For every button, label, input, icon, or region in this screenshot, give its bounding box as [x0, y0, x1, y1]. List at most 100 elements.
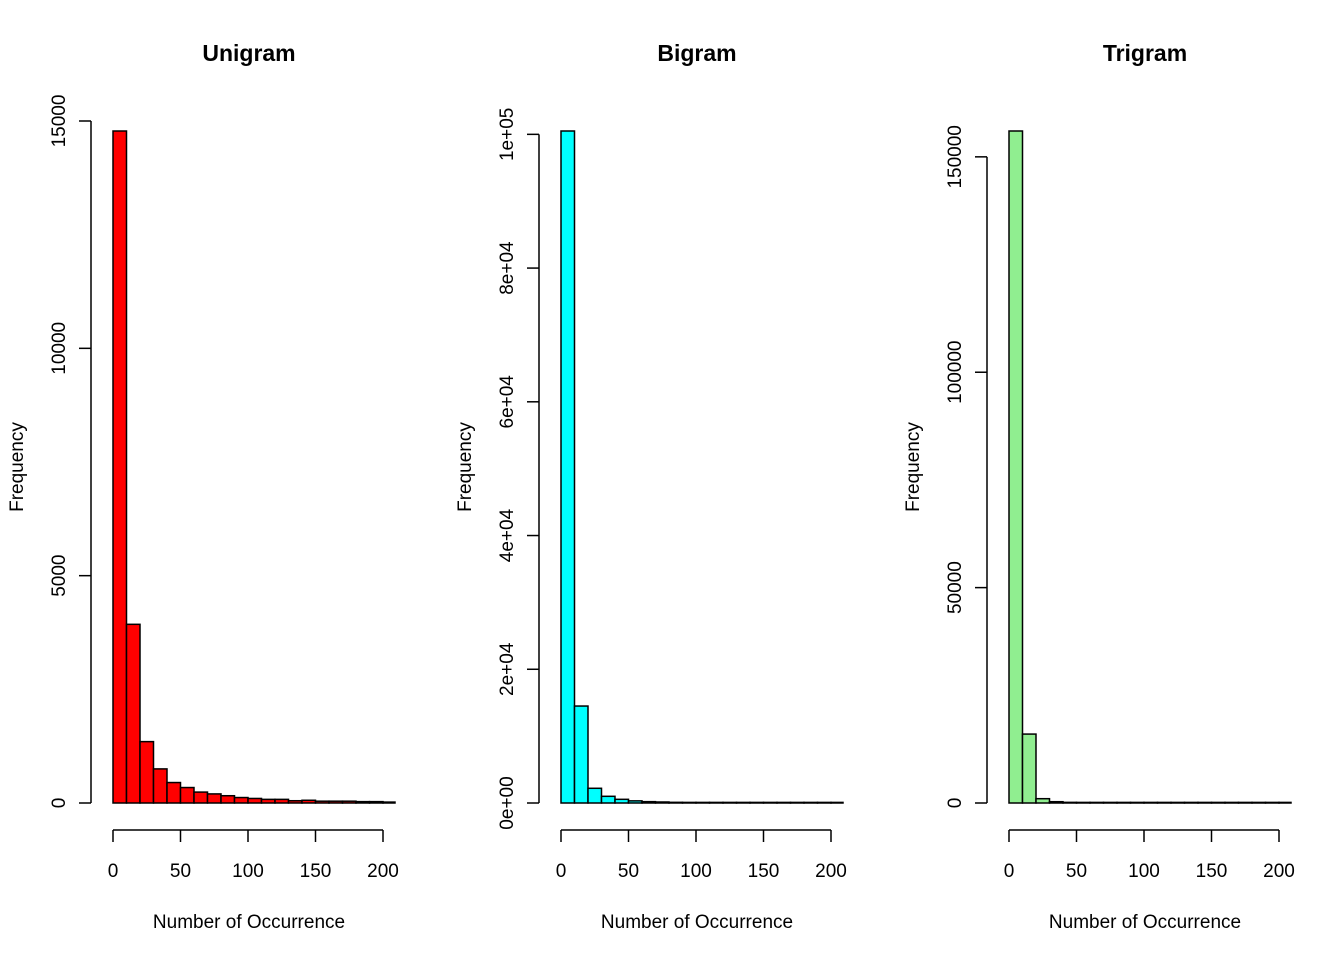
y-tick-label: 100000: [945, 341, 966, 404]
histogram-bar: [749, 801, 765, 804]
y-tick-label: 50000: [945, 561, 966, 614]
x-tick-label: 200: [367, 861, 399, 882]
histogram-bar: [1021, 733, 1037, 804]
y-tick-label: 0e+00: [497, 776, 518, 829]
x-tick-label: 150: [748, 861, 780, 882]
bar-group: [112, 130, 396, 804]
histogram-bar: [287, 799, 303, 804]
histogram-bar: [789, 801, 805, 804]
panel-trigram: Trigram Frequency Number of Occurrence 0…: [903, 40, 1295, 933]
panel-title: Unigram: [202, 40, 295, 66]
x-axis-label: Number of Occurrence: [601, 912, 793, 933]
histogram-bar: [125, 623, 141, 804]
histogram-bar: [112, 130, 128, 804]
histogram-bar: [355, 800, 371, 804]
y-tick-label: 0: [945, 798, 966, 809]
y-axis: 0 5000 10000 15000: [49, 95, 92, 809]
histogram-bar: [1251, 801, 1267, 804]
histogram-bar: [1197, 801, 1213, 804]
y-axis-label: Frequency: [7, 422, 28, 512]
histogram-bar: [587, 787, 603, 804]
histogram-bar: [1116, 801, 1132, 804]
histogram-bar: [1278, 801, 1292, 804]
histogram-bar: [722, 801, 738, 804]
histogram-bar: [314, 800, 330, 804]
histogram-bar: [816, 801, 832, 804]
bar-group: [1008, 130, 1292, 804]
histogram-bar: [1210, 801, 1226, 804]
x-tick-label: 100: [680, 861, 712, 882]
y-tick-label: 6e+04: [497, 375, 518, 429]
y-tick-label: 150000: [945, 125, 966, 188]
x-tick-label: 150: [1196, 861, 1228, 882]
histogram-bar: [600, 795, 616, 804]
histogram-bar: [641, 800, 657, 804]
x-tick-label: 0: [108, 861, 119, 882]
histogram-bar: [627, 800, 643, 804]
panel-title: Trigram: [1103, 40, 1187, 66]
x-tick-label: 0: [556, 861, 567, 882]
histogram-bar: [233, 796, 249, 804]
histogram-bar: [1035, 797, 1051, 804]
x-tick-label: 50: [1066, 861, 1087, 882]
x-tick-label: 0: [1004, 861, 1015, 882]
histogram-bar: [1156, 801, 1172, 804]
y-tick-label: 10000: [49, 322, 70, 375]
histogram-bar: [762, 801, 778, 804]
histogram-bar: [1102, 801, 1118, 804]
y-tick-label: 5000: [49, 555, 70, 597]
y-axis-label: Frequency: [455, 422, 476, 512]
x-tick-label: 100: [1128, 861, 1160, 882]
histogram-bar: [247, 797, 263, 804]
histogram-bar: [614, 798, 630, 804]
histogram-bar: [1143, 801, 1159, 804]
histogram-bar: [708, 801, 724, 804]
y-tick-label: 2e+04: [497, 642, 518, 696]
panel-unigram: Unigram Frequency Number of Occurrence 0…: [7, 40, 399, 933]
x-tick-label: 50: [618, 861, 639, 882]
x-axis: 0 50 100 150 200: [1004, 829, 1295, 882]
histogram-bar: [776, 801, 792, 804]
histogram-bar: [1170, 801, 1186, 804]
histogram-bar: [1048, 800, 1064, 804]
histogram-bar: [1224, 801, 1240, 804]
y-tick-label: 15000: [49, 95, 70, 148]
histogram-bar: [1089, 801, 1105, 804]
y-axis: 0 50000 100000 150000: [945, 125, 988, 809]
bar-group: [560, 130, 844, 804]
histogram-bar: [695, 801, 711, 804]
x-tick-label: 200: [815, 861, 847, 882]
histogram-bar: [301, 799, 317, 804]
panel-bigram: Bigram Frequency Number of Occurrence 0 5…: [455, 40, 847, 933]
histogram-bar: [139, 740, 155, 804]
x-tick-label: 200: [1263, 861, 1295, 882]
y-tick-label: 0: [49, 798, 70, 809]
histogram-bar: [681, 801, 697, 804]
histogram-bar: [654, 801, 670, 804]
y-tick-label: 1e+05: [497, 108, 518, 161]
histogram-bar: [830, 801, 844, 804]
histogram-bar: [193, 791, 209, 804]
histogram-bar: [220, 794, 236, 804]
histogram-bar: [166, 781, 182, 804]
x-tick-label: 150: [300, 861, 332, 882]
x-axis: 0 50 100 150 200: [108, 829, 399, 882]
x-tick-label: 100: [232, 861, 264, 882]
x-axis: 0 50 100 150 200: [556, 829, 847, 882]
y-tick-label: 4e+04: [497, 508, 518, 562]
histogram-bar: [1062, 801, 1078, 804]
histogram-bar: [341, 800, 357, 804]
histogram-bar: [1264, 801, 1280, 804]
x-axis-label: Number of Occurrence: [153, 912, 345, 933]
y-axis: 0e+00 2e+04 4e+04 6e+04 8e+04 1e+05: [497, 108, 540, 830]
histogram-bar: [573, 705, 589, 804]
histogram-bar: [1183, 801, 1199, 804]
histogram-bar: [260, 798, 276, 804]
histogram-bar: [368, 800, 384, 804]
histogram-bar: [1129, 801, 1145, 804]
histogram-bar: [735, 801, 751, 804]
histogram-bar: [328, 800, 344, 804]
histogram-bar: [1075, 801, 1091, 804]
histogram-bar: [382, 801, 396, 804]
x-tick-label: 50: [170, 861, 191, 882]
